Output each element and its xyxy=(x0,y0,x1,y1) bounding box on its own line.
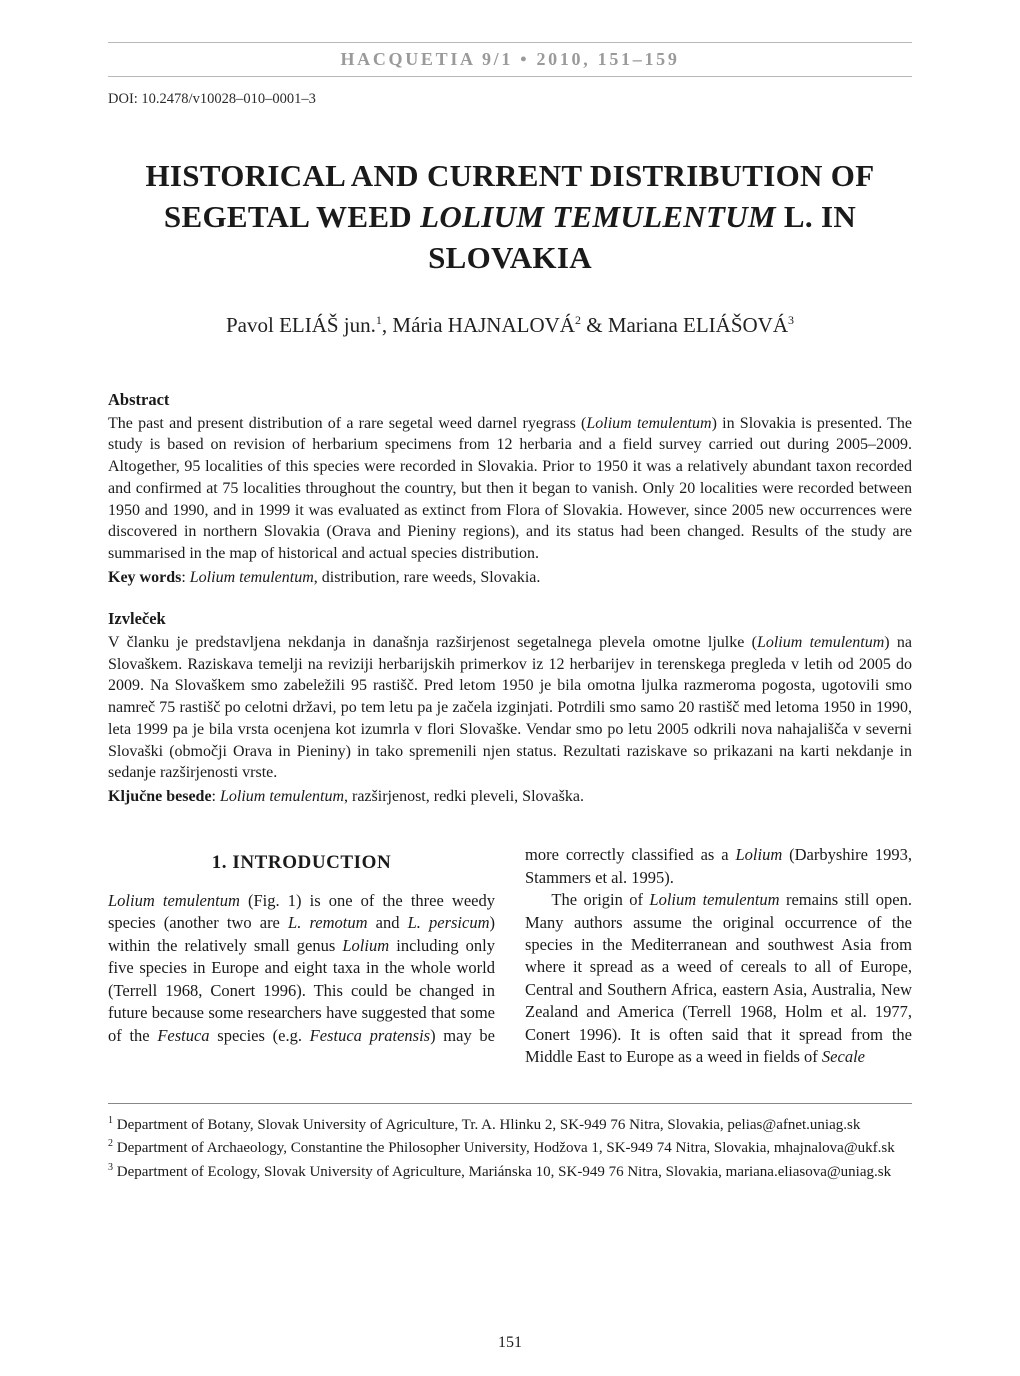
footnote-text: Department of Archaeology, Constantine t… xyxy=(113,1140,895,1156)
author-sep: , xyxy=(382,313,393,337)
keywords-line: Ključne besede: Lolium temulentum, razši… xyxy=(108,788,912,806)
article-title: HISTORICAL AND CURRENT DISTRIBUTION OF S… xyxy=(108,156,912,279)
abstract-body: V članku je predstavljena nekdanja in da… xyxy=(108,632,912,784)
sciname: Lolium xyxy=(735,845,782,864)
sciname: Festuca xyxy=(157,1026,209,1045)
author-3: Mariana ELIÁŠOVÁ xyxy=(608,313,788,337)
footnote-3: 3 Department of Ecology, Slovak Universi… xyxy=(108,1161,912,1183)
sciname: Lolium temulentum xyxy=(190,569,314,586)
intro-paragraph-2: The origin of Lolium temulentum remains … xyxy=(525,889,912,1069)
keywords-text: , distribution, rare weeds, Slovakia. xyxy=(314,569,541,586)
abstract-body: The past and present distribution of a r… xyxy=(108,413,912,565)
author-sep: & xyxy=(581,313,608,337)
author-3-affil: 3 xyxy=(788,313,794,327)
abstract-text: V članku je predstavljena nekdanja in da… xyxy=(108,634,757,651)
sciname: Lolium temulentum xyxy=(649,890,779,909)
keywords-text: , razširjenost, redki pleveli, Slovaška. xyxy=(344,788,584,805)
abstract-label: Izvleček xyxy=(108,609,912,629)
doi: DOI: 10.2478/v10028–010–0001–3 xyxy=(108,91,912,108)
sciname: Festuca pratensis xyxy=(310,1026,430,1045)
sciname: Lolium xyxy=(342,936,389,955)
sciname: L. persicum xyxy=(408,913,490,932)
author-1: Pavol ELIÁŠ jun. xyxy=(226,313,376,337)
sciname: Lolium temulentum xyxy=(586,415,711,432)
footnote-2: 2 Department of Archaeology, Constantine… xyxy=(108,1137,912,1159)
body-text: and xyxy=(368,913,408,932)
authors-line: Pavol ELIÁŠ jun.1, Mária HAJNALOVÁ2 & Ma… xyxy=(108,313,912,338)
sciname: Lolium temulentum xyxy=(757,634,884,651)
body-text: remains still open. Many authors assume … xyxy=(525,890,912,1066)
footnote-text: Department of Botany, Slovak University … xyxy=(113,1117,860,1133)
body-text: The origin of xyxy=(551,890,649,909)
sciname: L. remotum xyxy=(288,913,367,932)
page-number: 151 xyxy=(0,1334,1020,1352)
abstract-text: ) in Slovakia is presented. The study is… xyxy=(108,415,912,563)
body-columns: 1. INTRODUCTION Lolium temulentum (Fig. … xyxy=(108,844,912,1068)
author-2: Mária HAJNALOVÁ xyxy=(392,313,575,337)
keywords-label: Key words xyxy=(108,569,181,586)
footnote-rule xyxy=(108,1103,912,1104)
sciname: Lolium temulentum xyxy=(108,891,240,910)
affiliations-footnotes: 1 Department of Botany, Slovak Universit… xyxy=(108,1114,912,1183)
footnote-1: 1 Department of Botany, Slovak Universit… xyxy=(108,1114,912,1136)
sciname: Lolium temulentum xyxy=(220,788,344,805)
abstract-english: Abstract The past and present distributi… xyxy=(108,390,912,587)
body-text: species (e.g. xyxy=(210,1026,310,1045)
section-heading: 1. INTRODUCTION xyxy=(108,850,495,876)
footnote-text: Department of Ecology, Slovak University… xyxy=(113,1164,891,1180)
title-scientific-name: LOLIUM TEMULENTUM xyxy=(420,199,776,234)
abstract-text: The past and present distribution of a r… xyxy=(108,415,586,432)
keywords-line: Key words: Lolium temulentum, distributi… xyxy=(108,569,912,587)
sciname: Secale xyxy=(822,1047,865,1066)
abstract-slovenian: Izvleček V članku je predstavljena nekda… xyxy=(108,609,912,806)
keywords-label: Ključne besede xyxy=(108,788,212,805)
running-header: HACQUETIA 9/1 • 2010, 151–159 xyxy=(108,42,912,77)
abstract-text: ) na Slovaškem. Raziskava temelji na rev… xyxy=(108,634,912,782)
page: HACQUETIA 9/1 • 2010, 151–159 DOI: 10.24… xyxy=(0,0,1020,1376)
abstract-label: Abstract xyxy=(108,390,912,410)
keywords-sep: : xyxy=(181,569,189,586)
keywords-sep: : xyxy=(212,788,220,805)
